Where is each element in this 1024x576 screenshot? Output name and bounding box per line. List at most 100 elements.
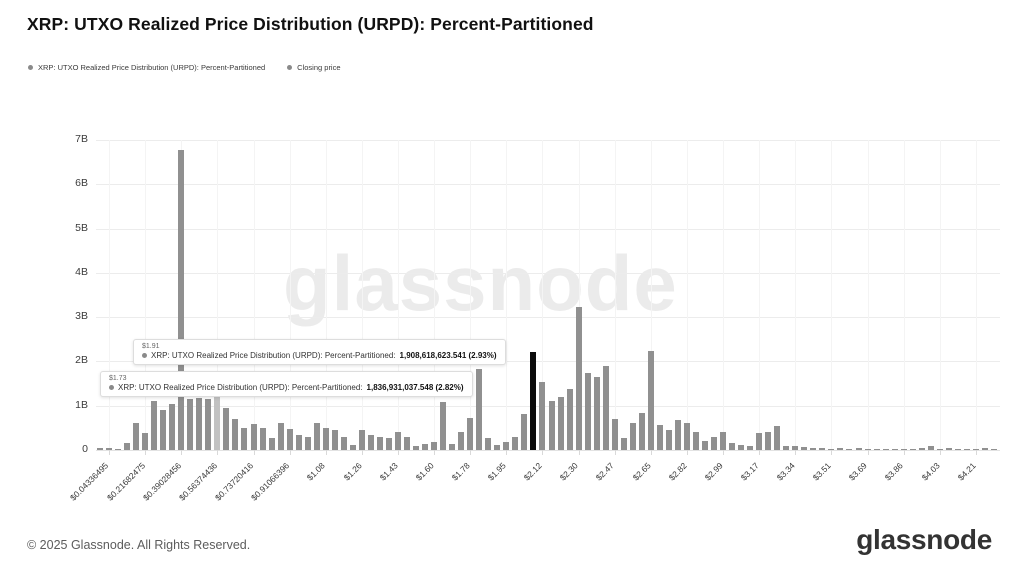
bar[interactable] bbox=[367, 434, 374, 450]
bar[interactable] bbox=[756, 433, 763, 450]
bar[interactable] bbox=[864, 449, 871, 450]
bar[interactable] bbox=[322, 427, 329, 450]
bar[interactable] bbox=[702, 441, 708, 450]
bar[interactable] bbox=[855, 448, 862, 450]
bar[interactable] bbox=[692, 431, 699, 450]
bar[interactable] bbox=[476, 368, 483, 450]
bar[interactable] bbox=[340, 436, 347, 450]
bar[interactable] bbox=[963, 448, 970, 450]
bar[interactable] bbox=[954, 449, 961, 450]
bar[interactable] bbox=[683, 423, 690, 450]
bar[interactable] bbox=[431, 442, 438, 450]
bar[interactable] bbox=[828, 448, 835, 450]
bar[interactable] bbox=[611, 418, 618, 450]
bar[interactable] bbox=[638, 413, 645, 450]
bar[interactable] bbox=[792, 446, 799, 450]
bar[interactable] bbox=[277, 422, 284, 450]
bar[interactable] bbox=[990, 449, 997, 450]
bar[interactable] bbox=[358, 430, 365, 450]
bar[interactable] bbox=[295, 434, 302, 450]
bar[interactable] bbox=[783, 445, 790, 450]
bar[interactable] bbox=[286, 428, 293, 450]
bar[interactable] bbox=[494, 445, 501, 450]
bar[interactable] bbox=[738, 445, 745, 450]
bar[interactable] bbox=[268, 437, 275, 450]
bar[interactable] bbox=[548, 401, 555, 450]
bar[interactable] bbox=[720, 431, 727, 450]
bar[interactable] bbox=[440, 402, 447, 450]
bar[interactable] bbox=[467, 417, 474, 450]
bar[interactable] bbox=[629, 423, 636, 450]
bar[interactable] bbox=[394, 431, 401, 450]
bar[interactable] bbox=[593, 376, 600, 450]
bar[interactable] bbox=[304, 436, 311, 450]
bar[interactable] bbox=[151, 401, 158, 450]
bar[interactable] bbox=[385, 437, 392, 450]
bar[interactable] bbox=[747, 446, 754, 450]
bar[interactable] bbox=[837, 447, 844, 450]
bar[interactable] bbox=[819, 448, 826, 450]
bar[interactable] bbox=[241, 428, 248, 450]
bar[interactable] bbox=[196, 397, 203, 450]
bar[interactable] bbox=[620, 438, 627, 450]
bar[interactable] bbox=[349, 444, 356, 450]
bar[interactable] bbox=[945, 447, 952, 450]
bar[interactable] bbox=[97, 447, 103, 450]
bar[interactable] bbox=[458, 432, 465, 450]
bar[interactable] bbox=[232, 419, 239, 450]
bar[interactable] bbox=[485, 437, 492, 450]
bar[interactable] bbox=[674, 419, 681, 450]
bar[interactable] bbox=[214, 396, 221, 450]
bar[interactable] bbox=[927, 446, 934, 450]
bar[interactable] bbox=[584, 372, 591, 450]
legend-item-closing-price[interactable]: Closing price bbox=[287, 63, 341, 72]
bar[interactable] bbox=[936, 448, 943, 450]
bar[interactable] bbox=[449, 443, 456, 450]
bar[interactable] bbox=[891, 449, 898, 450]
bar[interactable] bbox=[774, 425, 781, 450]
legend-item-urpd[interactable]: XRP: UTXO Realized Price Distribution (U… bbox=[28, 63, 265, 72]
bar[interactable] bbox=[801, 447, 808, 450]
bar[interactable] bbox=[422, 444, 429, 450]
bar[interactable] bbox=[124, 443, 131, 450]
bar[interactable] bbox=[404, 436, 411, 450]
bar[interactable] bbox=[376, 436, 383, 450]
bar[interactable] bbox=[133, 422, 140, 450]
bar[interactable] bbox=[557, 397, 564, 450]
bar[interactable] bbox=[665, 430, 672, 450]
bar[interactable] bbox=[106, 448, 113, 450]
bar[interactable] bbox=[711, 436, 718, 450]
bar[interactable] bbox=[205, 398, 212, 450]
bar[interactable] bbox=[918, 448, 925, 450]
bar[interactable] bbox=[909, 449, 916, 450]
bar[interactable] bbox=[656, 425, 663, 450]
bar[interactable] bbox=[846, 449, 853, 450]
bar[interactable] bbox=[178, 149, 185, 450]
bar[interactable] bbox=[169, 403, 176, 450]
bar[interactable] bbox=[602, 365, 609, 450]
bar[interactable] bbox=[503, 442, 510, 450]
bar[interactable] bbox=[981, 448, 988, 450]
bar[interactable] bbox=[331, 430, 338, 450]
bar[interactable] bbox=[882, 449, 889, 450]
bar[interactable] bbox=[521, 413, 528, 450]
bar[interactable] bbox=[259, 427, 266, 450]
bar[interactable] bbox=[250, 424, 257, 450]
bar[interactable] bbox=[810, 447, 817, 450]
closing-price-bar[interactable] bbox=[530, 352, 537, 450]
bar[interactable] bbox=[575, 307, 582, 450]
bar[interactable] bbox=[512, 436, 519, 450]
bar[interactable] bbox=[647, 350, 654, 450]
bar[interactable] bbox=[873, 448, 880, 450]
bar[interactable] bbox=[900, 448, 907, 450]
bar[interactable] bbox=[729, 443, 736, 450]
bar[interactable] bbox=[765, 431, 772, 450]
bar[interactable] bbox=[539, 381, 546, 450]
bar[interactable] bbox=[413, 446, 420, 450]
bar[interactable] bbox=[187, 399, 194, 450]
bar[interactable] bbox=[142, 433, 149, 450]
bar[interactable] bbox=[566, 389, 573, 450]
bar[interactable] bbox=[313, 422, 320, 450]
bar[interactable] bbox=[115, 449, 122, 450]
